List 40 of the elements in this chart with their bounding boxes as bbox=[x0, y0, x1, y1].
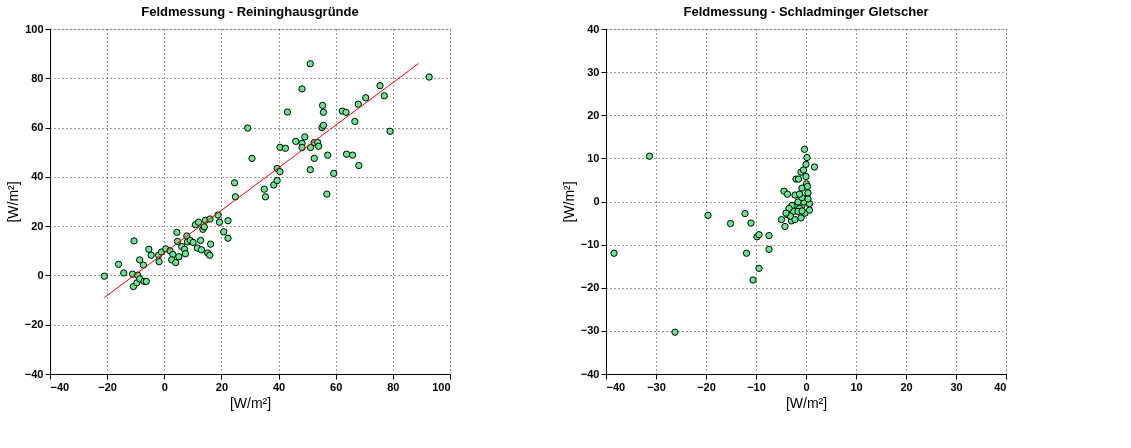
x-tick-label: −20 bbox=[98, 380, 117, 393]
y-tick-label: 40 bbox=[587, 22, 600, 35]
y-tick-label: 80 bbox=[31, 71, 44, 84]
y-tick-label: 100 bbox=[25, 22, 44, 35]
x-axis-title: [W/m²] bbox=[229, 394, 272, 411]
x-axis-title: [W/m²] bbox=[785, 394, 828, 411]
x-tick-label: 0 bbox=[803, 380, 810, 393]
y-tick-label: −20 bbox=[24, 318, 44, 331]
y-tick-label: 0 bbox=[37, 268, 44, 281]
y-tick-label: −40 bbox=[580, 367, 600, 380]
x-tick-label: 40 bbox=[994, 380, 1007, 393]
y-tick-label: 30 bbox=[587, 65, 600, 78]
y-tick-label: 0 bbox=[593, 195, 600, 207]
y-tick-label: 60 bbox=[31, 121, 44, 134]
x-tick-label: −20 bbox=[697, 380, 716, 393]
x-tick-label: −40 bbox=[50, 380, 70, 393]
x-tick-label: −10 bbox=[747, 380, 766, 393]
x-tick-label: 80 bbox=[387, 380, 400, 393]
chart-title: Feldmessung - Schladminger Gletscher bbox=[683, 4, 929, 19]
y-tick-label: −30 bbox=[580, 324, 600, 337]
y-axis-title: [W/m²] bbox=[4, 181, 21, 223]
x-tick-label: 40 bbox=[272, 380, 286, 393]
x-tick-label: −30 bbox=[647, 380, 666, 393]
y-tick-label: 40 bbox=[31, 170, 44, 183]
x-tick-label: 100 bbox=[432, 380, 451, 393]
y-tick-label: 10 bbox=[587, 151, 600, 164]
y-tick-label: 20 bbox=[31, 219, 44, 232]
y-tick-label: −10 bbox=[580, 238, 600, 251]
x-tick-label: 30 bbox=[950, 380, 963, 393]
chart-title: Feldmessung - Reininghausgründe bbox=[141, 4, 359, 19]
y-tick-label: −20 bbox=[580, 281, 600, 294]
x-tick-label: 60 bbox=[330, 380, 343, 393]
x-tick-label: 20 bbox=[900, 380, 913, 393]
y-axis-title: [W/m²] bbox=[560, 181, 577, 223]
x-tick-label: 0 bbox=[161, 380, 168, 393]
x-tick-label: 20 bbox=[215, 380, 229, 393]
y-tick-label: −40 bbox=[24, 367, 44, 380]
y-tick-label: 20 bbox=[587, 108, 600, 121]
x-tick-label: 10 bbox=[850, 380, 863, 393]
x-tick-label: −40 bbox=[606, 380, 626, 393]
